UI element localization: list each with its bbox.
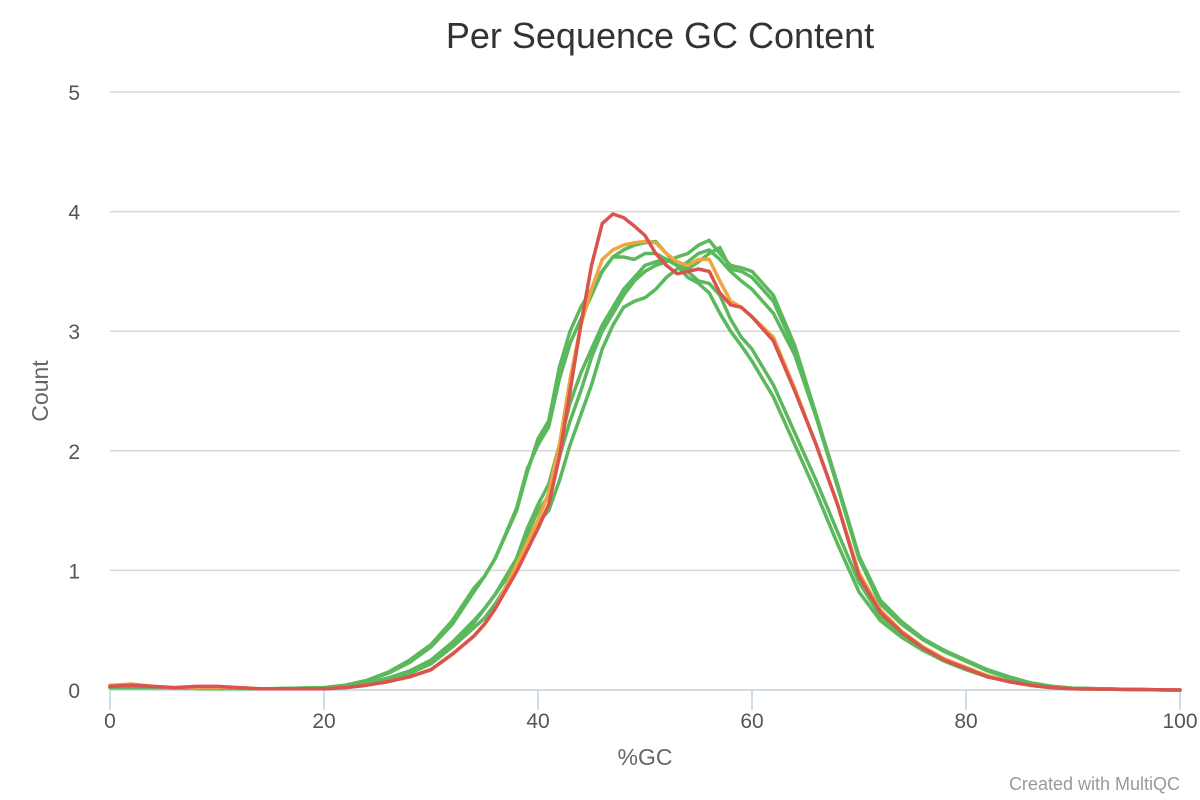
y-tick-label: 4 (68, 202, 80, 225)
x-axis-ticks: 0 20 40 60 80 100 (104, 690, 1198, 733)
x-tick-label: 40 (526, 710, 549, 733)
y-tick-label: 1 (68, 560, 80, 583)
credit-text[interactable]: Created with MultiQC (1009, 774, 1180, 794)
x-axis-label: %GC (618, 744, 673, 770)
y-tick-label: 3 (68, 321, 80, 344)
series-line-5[interactable] (108, 257, 1182, 692)
grid-lines (110, 91, 1180, 572)
y-axis-label: Count (27, 360, 53, 422)
series-line-1[interactable] (108, 212, 1182, 692)
y-tick-label: 2 (68, 441, 80, 464)
series-lines[interactable] (108, 212, 1182, 692)
y-tick-label: 0 (68, 680, 80, 703)
series-line-2[interactable] (108, 239, 1182, 692)
x-tick-label: 0 (104, 710, 116, 733)
y-axis-ticks: 0 1 2 3 4 5 (68, 82, 80, 703)
x-tick-label: 100 (1162, 710, 1197, 733)
x-tick-label: 80 (954, 710, 977, 733)
x-tick-label: 60 (740, 710, 763, 733)
series-line-4[interactable] (108, 239, 1182, 692)
x-tick-label: 20 (312, 710, 335, 733)
series-line-7[interactable] (108, 248, 1182, 692)
series-line-3[interactable] (108, 245, 1182, 692)
chart-title: Per Sequence GC Content (446, 15, 874, 56)
series-line-6[interactable] (108, 238, 1182, 692)
y-tick-label: 5 (68, 82, 80, 105)
